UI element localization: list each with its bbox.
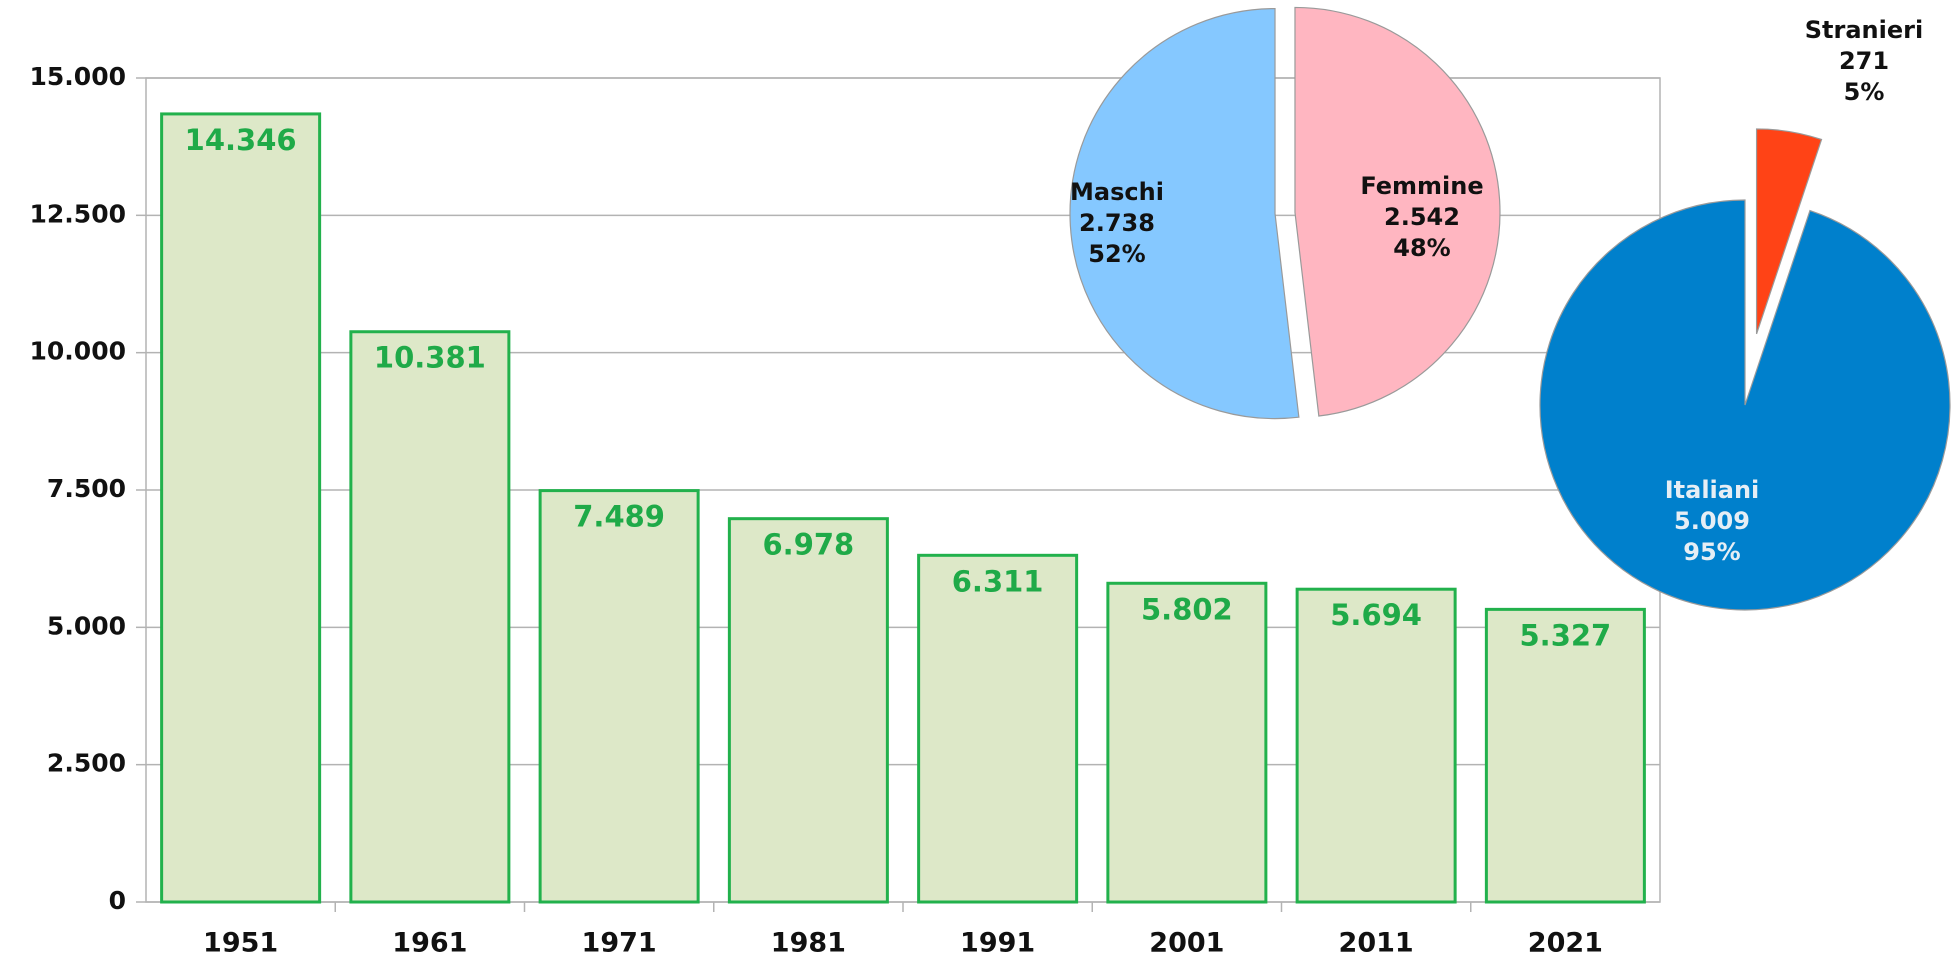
value-label: 10.381: [374, 341, 486, 375]
y-tick-label: 5.000: [47, 611, 126, 640]
bar: [917, 553, 1079, 904]
y-tick-label: 10.000: [30, 337, 126, 366]
bar: [1295, 587, 1457, 904]
slice-name: Maschi: [1070, 178, 1164, 206]
x-tick-label: 1991: [960, 928, 1035, 959]
slice-value: 2.738: [1079, 209, 1155, 237]
slice-name: Italiani: [1665, 476, 1760, 504]
y-tick-label: 15.000: [30, 62, 126, 91]
value-label: 7.489: [573, 500, 665, 534]
bar: [538, 489, 700, 904]
bar: [349, 330, 511, 904]
x-tick-label: 1961: [392, 928, 467, 959]
slice-value: 271: [1839, 47, 1889, 75]
value-label: 6.311: [952, 564, 1044, 598]
y-tick-label: 0: [109, 886, 126, 915]
x-tick-label: 1951: [203, 928, 278, 959]
value-label: 5.694: [1330, 598, 1422, 632]
pie-slice: [1539, 199, 1951, 611]
pie-slice: [1294, 6, 1501, 417]
slice-percent: 95%: [1683, 538, 1740, 566]
value-label: 14.346: [185, 123, 297, 157]
value-label: 5.802: [1141, 592, 1233, 626]
bar: [160, 112, 322, 904]
bar: [1484, 607, 1646, 904]
y-tick-label: 2.500: [47, 749, 126, 778]
pie-slice: [1069, 7, 1300, 420]
slice-name: Femmine: [1360, 172, 1483, 200]
value-label: 5.327: [1520, 618, 1612, 652]
x-tick-label: 2021: [1528, 928, 1603, 959]
slice-percent: 48%: [1393, 234, 1450, 262]
x-tick-label: 1981: [771, 928, 846, 959]
x-tick-label: 2011: [1339, 928, 1414, 959]
x-tick-label: 2001: [1149, 928, 1224, 959]
value-label: 6.978: [763, 528, 855, 562]
bar: [1106, 581, 1268, 904]
y-tick-label: 12.500: [30, 199, 126, 228]
y-tick-label: 7.500: [47, 474, 126, 503]
slice-percent: 5%: [1844, 78, 1885, 106]
slice-percent: 52%: [1088, 240, 1145, 268]
slice-name: Stranieri: [1805, 16, 1923, 44]
slice-value: 5.009: [1674, 507, 1750, 535]
x-tick-label: 1971: [582, 928, 657, 959]
pie-slice: [1755, 128, 1823, 335]
bar: [727, 517, 889, 904]
slice-value: 2.542: [1384, 203, 1460, 231]
